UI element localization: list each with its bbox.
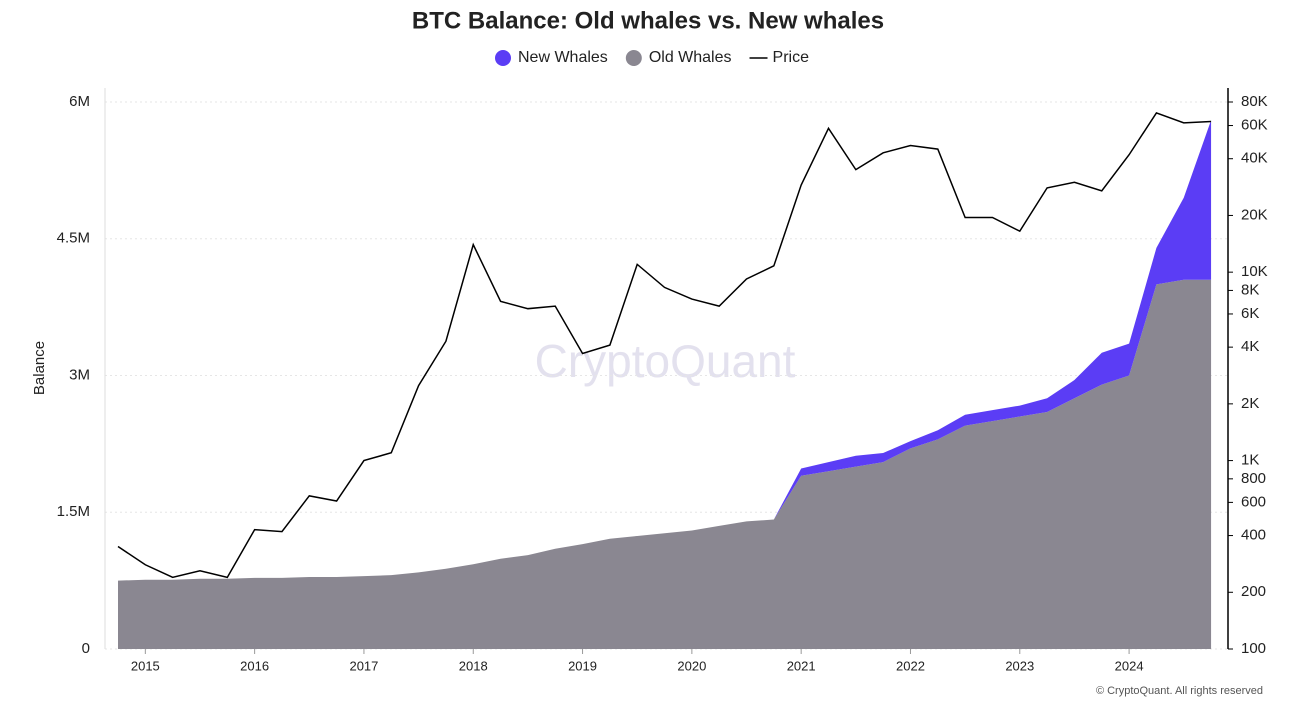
y2-tick-label: 6K [1241,305,1259,322]
x-tick-label: 2016 [240,658,269,673]
y2-tick-label: 80K [1241,93,1268,110]
y-tick-label: 0 [82,640,90,657]
legend-swatch [625,50,642,66]
legend-swatch [495,50,511,66]
x-tick-label: 2022 [896,658,925,673]
y2-tick-label: 10K [1241,263,1268,280]
x-tick-label: 2017 [349,658,378,673]
y2-tick-label: 1K [1241,452,1259,469]
y2-tick-label: 8K [1241,281,1259,298]
price-line [117,112,1212,579]
x-tick-label: 2015 [131,658,160,673]
legend-label: Price [773,49,810,66]
legend-label: Old Whales [649,49,732,66]
y2-tick-label: 100 [1241,640,1266,657]
x-tick-label: 2020 [677,658,706,673]
y2-tick-label: 400 [1241,527,1266,544]
y2-tick-label: 60K [1241,117,1268,134]
y2-tick-label: 600 [1241,493,1266,510]
x-tick-label: 2023 [1005,658,1034,673]
y-tick-label: 3M [69,366,90,383]
y2-tick-label: 4K [1241,338,1259,355]
watermark: CryptoQuant [535,335,796,387]
legend-label: New Whales [518,49,608,66]
y-tick-label: 6M [69,93,90,110]
y-tick-label: 4.5M [57,230,90,247]
chart-title: BTC Balance: Old whales vs. New whales [412,7,884,34]
y2-tick-label: 2K [1241,395,1259,412]
y-tick-label: 1.5M [57,503,90,520]
x-tick-label: 2021 [787,658,816,673]
y2-tick-label: 20K [1241,206,1268,223]
legend: New Whales Old Whales Price [495,49,809,66]
x-tick-label: 2018 [459,658,488,673]
x-tick-label: 2019 [568,658,597,673]
y2-tick-label: 800 [1241,470,1266,487]
area [118,279,1212,649]
footer: © CryptoQuant. All rights reserved [1096,685,1263,697]
y-axis-label: Balance [31,341,48,395]
y2-tick-label: 40K [1241,150,1268,167]
x-tick-label: 2024 [1115,658,1144,673]
y2-tick-label: 200 [1241,583,1266,600]
